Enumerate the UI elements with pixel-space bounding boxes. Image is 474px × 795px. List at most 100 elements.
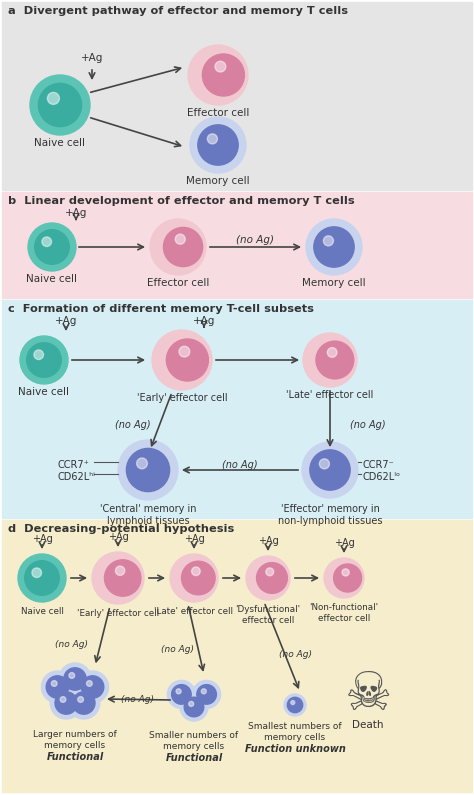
Text: (no Ag): (no Ag) [222, 460, 258, 470]
Circle shape [310, 450, 350, 491]
Circle shape [35, 230, 69, 264]
Circle shape [202, 54, 245, 96]
Circle shape [41, 671, 73, 703]
Circle shape [328, 347, 337, 357]
Text: +Ag: +Ag [108, 532, 128, 542]
Bar [2, 192, 472, 298]
Circle shape [180, 693, 208, 721]
Circle shape [246, 556, 290, 600]
Text: +Ag: +Ag [32, 534, 52, 544]
Text: (no Ag): (no Ag) [350, 420, 386, 430]
Circle shape [314, 227, 354, 267]
Circle shape [87, 681, 92, 686]
Circle shape [182, 561, 215, 595]
Circle shape [324, 558, 364, 598]
Circle shape [38, 83, 82, 126]
Text: Memory cell: Memory cell [302, 278, 366, 288]
Circle shape [47, 92, 59, 104]
Circle shape [32, 568, 42, 577]
Circle shape [166, 339, 209, 381]
Text: +Ag: +Ag [334, 538, 355, 548]
Text: Naive cell: Naive cell [20, 607, 64, 616]
Circle shape [73, 692, 95, 714]
Circle shape [25, 560, 59, 595]
Circle shape [152, 330, 212, 390]
Circle shape [191, 567, 200, 576]
Circle shape [59, 663, 91, 695]
Text: Function unknown: Function unknown [245, 744, 346, 754]
Bar [2, 300, 472, 518]
Circle shape [176, 688, 181, 694]
Text: CD62Lˡᵒ: CD62Lˡᵒ [363, 472, 401, 482]
Text: 'Central' memory in
lymphoid tissues: 'Central' memory in lymphoid tissues [100, 504, 196, 526]
Circle shape [69, 673, 75, 678]
Text: (no Ag): (no Ag) [121, 695, 155, 704]
Circle shape [51, 681, 57, 686]
Text: 'Late' effector cell: 'Late' effector cell [286, 390, 374, 400]
Circle shape [306, 219, 362, 275]
Text: 'Dysfunctional'
effector cell: 'Dysfunctional' effector cell [236, 605, 301, 625]
Circle shape [184, 697, 204, 717]
Bar [2, 2, 472, 190]
Circle shape [266, 568, 273, 576]
Text: (no Ag): (no Ag) [55, 640, 89, 649]
Circle shape [172, 684, 191, 704]
Circle shape [207, 134, 218, 144]
Text: CD62Lʰⁱ: CD62Lʰⁱ [58, 472, 96, 482]
Text: a  Divergent pathway of effector and memory T cells: a Divergent pathway of effector and memo… [8, 6, 348, 16]
Circle shape [50, 687, 82, 719]
Circle shape [46, 676, 69, 698]
Circle shape [127, 448, 170, 491]
Circle shape [284, 694, 306, 716]
Circle shape [30, 75, 90, 135]
Text: 'Early' effector cell: 'Early' effector cell [77, 609, 159, 618]
Circle shape [55, 692, 77, 714]
Text: +Ag: +Ag [55, 316, 77, 326]
Text: d  Decreasing-potential hypothesis: d Decreasing-potential hypothesis [8, 524, 234, 534]
Circle shape [82, 676, 104, 698]
Text: 'Early' effector cell: 'Early' effector cell [137, 393, 228, 403]
Circle shape [201, 688, 206, 694]
Circle shape [164, 227, 203, 266]
Text: (no Ag): (no Ag) [236, 235, 274, 245]
Text: +Ag: +Ag [193, 316, 215, 326]
Circle shape [64, 668, 86, 690]
Circle shape [60, 696, 66, 702]
Circle shape [303, 333, 357, 387]
Text: Effector cell: Effector cell [187, 108, 249, 118]
Circle shape [27, 343, 61, 378]
Circle shape [179, 346, 190, 357]
Circle shape [150, 219, 206, 275]
Circle shape [170, 554, 218, 602]
Text: +Ag: +Ag [65, 208, 87, 218]
Circle shape [316, 341, 354, 379]
Text: c  Formation of different memory T-cell subsets: c Formation of different memory T-cell s… [8, 304, 314, 314]
Circle shape [291, 700, 295, 704]
Circle shape [118, 440, 178, 500]
Circle shape [256, 563, 287, 593]
Text: b  Linear development of effector and memory T cells: b Linear development of effector and mem… [8, 196, 355, 206]
Circle shape [319, 459, 329, 469]
Text: Larger numbers of
memory cells: Larger numbers of memory cells [33, 730, 117, 750]
Circle shape [342, 568, 349, 576]
Text: CCR7⁺: CCR7⁺ [58, 460, 90, 470]
Text: Smallest numbers of
memory cells: Smallest numbers of memory cells [248, 722, 342, 742]
Text: (no Ag): (no Ag) [115, 420, 151, 430]
Text: (no Ag): (no Ag) [280, 650, 312, 659]
Circle shape [215, 61, 226, 72]
Circle shape [28, 223, 76, 271]
Text: 'Effector' memory in
non-lymphoid tissues: 'Effector' memory in non-lymphoid tissue… [278, 504, 382, 526]
Text: Smaller numbers of
memory cells: Smaller numbers of memory cells [149, 731, 238, 751]
Circle shape [198, 125, 238, 165]
Text: Memory cell: Memory cell [186, 176, 250, 186]
Circle shape [287, 697, 303, 712]
Circle shape [20, 336, 68, 384]
Text: Functional: Functional [165, 753, 223, 763]
Circle shape [18, 554, 66, 602]
Text: Death: Death [352, 720, 384, 730]
Text: Naive cell: Naive cell [27, 274, 78, 284]
Circle shape [92, 552, 144, 604]
Text: CCR7⁻: CCR7⁻ [363, 460, 395, 470]
Circle shape [175, 234, 185, 244]
Circle shape [334, 564, 362, 592]
